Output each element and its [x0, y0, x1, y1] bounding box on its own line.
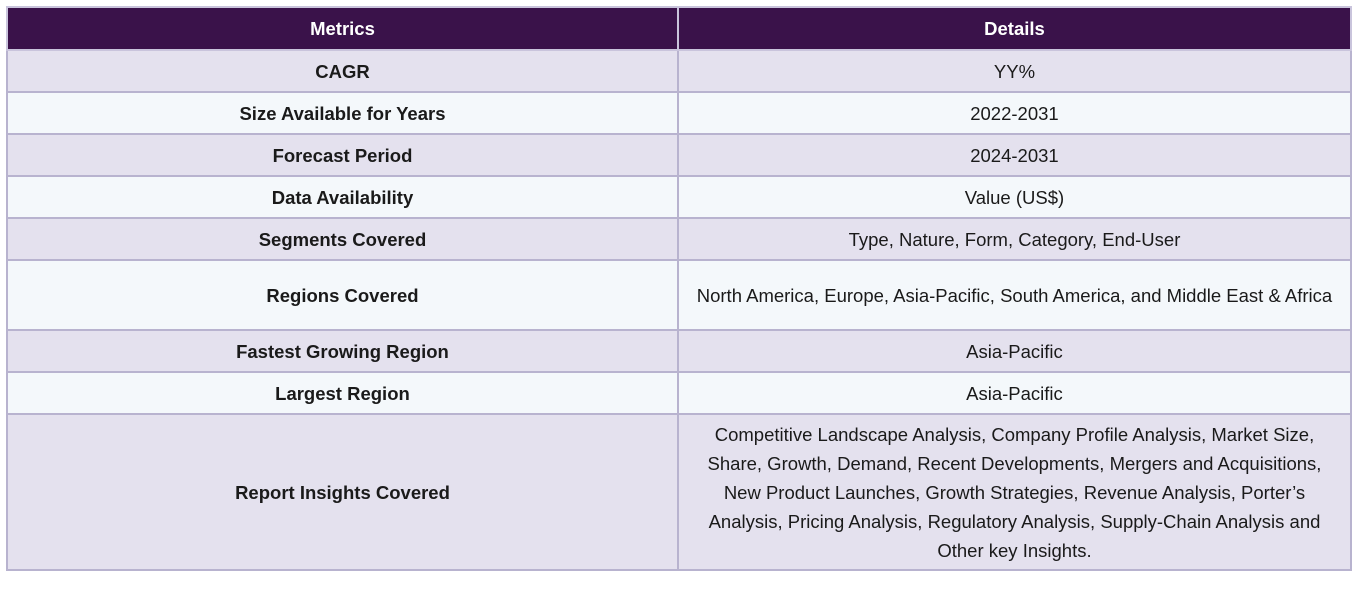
metric-cell: Forecast Period: [6, 133, 679, 177]
header-details: Details: [676, 6, 1353, 51]
detail-cell: YY%: [676, 49, 1353, 93]
header-metrics: Metrics: [6, 6, 679, 51]
table-row: Forecast Period 2024-2031: [6, 133, 1353, 177]
metric-cell: Regions Covered: [6, 259, 679, 331]
detail-cell: Competitive Landscape Analysis, Company …: [676, 413, 1353, 571]
metric-cell: Report Insights Covered: [6, 413, 679, 571]
detail-cell: Asia-Pacific: [676, 371, 1353, 415]
table-row: Regions Covered North America, Europe, A…: [6, 259, 1353, 331]
metric-cell: Largest Region: [6, 371, 679, 415]
detail-cell: Value (US$): [676, 175, 1353, 219]
table-row: Data Availability Value (US$): [6, 175, 1353, 219]
detail-cell: North America, Europe, Asia-Pacific, Sou…: [676, 259, 1353, 331]
table-row: Size Available for Years 2022-2031: [6, 91, 1353, 135]
table-body: CAGR YY% Size Available for Years 2022-2…: [6, 49, 1353, 571]
detail-cell: Asia-Pacific: [676, 329, 1353, 373]
table-header: Metrics Details: [6, 6, 1353, 51]
metric-cell: Data Availability: [6, 175, 679, 219]
metric-cell: Segments Covered: [6, 217, 679, 261]
table-row: Fastest Growing Region Asia-Pacific: [6, 329, 1353, 373]
detail-cell: 2022-2031: [676, 91, 1353, 135]
table-row: Segments Covered Type, Nature, Form, Cat…: [6, 217, 1353, 261]
table-row: Report Insights Covered Competitive Land…: [6, 413, 1353, 571]
metric-cell: Fastest Growing Region: [6, 329, 679, 373]
detail-cell: Type, Nature, Form, Category, End-User: [676, 217, 1353, 261]
metrics-table: Metrics Details CAGR YY% Size Available …: [6, 6, 1353, 571]
header-row: Metrics Details: [6, 6, 1353, 51]
table-row: CAGR YY%: [6, 49, 1353, 93]
metric-cell: CAGR: [6, 49, 679, 93]
metric-cell: Size Available for Years: [6, 91, 679, 135]
table-row: Largest Region Asia-Pacific: [6, 371, 1353, 415]
detail-cell: 2024-2031: [676, 133, 1353, 177]
